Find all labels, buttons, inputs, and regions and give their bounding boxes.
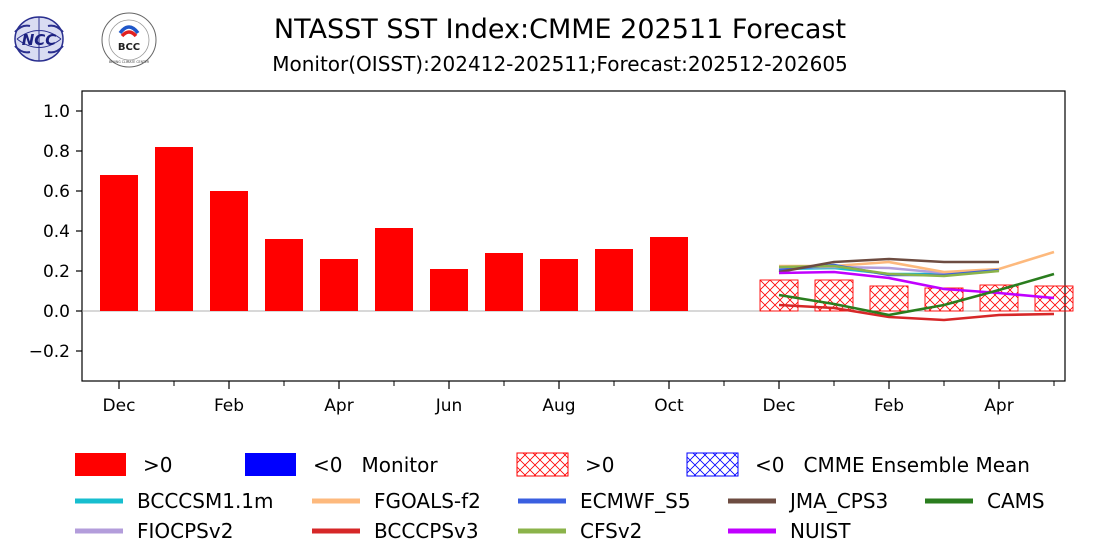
legend-patch-solid-negative bbox=[245, 453, 296, 476]
monitor-bar bbox=[430, 269, 468, 311]
monitor-bar bbox=[265, 239, 303, 311]
plot-area: −0.2 0.0 0.2 0.4 0.6 0.8 1.0 Dec Feb Apr Jun Aug Oct… bbox=[29, 90, 1074, 416]
ncc-logo: NCC bbox=[14, 16, 64, 62]
series-line-nuist bbox=[778, 270, 1055, 300]
x-tick-label: Jun bbox=[435, 396, 463, 416]
x-tick-label: Apr bbox=[324, 396, 353, 416]
series-line-cams bbox=[778, 272, 1055, 317]
x-tick-label: Aug bbox=[542, 396, 575, 416]
monitor-bar bbox=[650, 237, 688, 311]
legend-patch-solid-positive bbox=[75, 453, 126, 476]
y-tick-label: 0.2 bbox=[43, 262, 70, 282]
bcc-logo-ring-text: BEIJING CLIMATE CENTER bbox=[109, 60, 150, 64]
x-tick-label: Feb bbox=[874, 396, 904, 416]
ensemble-mean-bar bbox=[869, 285, 909, 312]
y-tick-label: 0.8 bbox=[43, 142, 70, 162]
monitor-bar bbox=[485, 253, 523, 311]
chart-title: NTASST SST Index:CMME 202511 Forecast bbox=[273, 14, 847, 45]
legend-patch-label: <0 Monitor bbox=[313, 453, 438, 477]
y-tick-label: 1.0 bbox=[43, 102, 70, 122]
legend-line-label: FIOCPSv2 bbox=[137, 519, 233, 543]
legend-line-label: BCCCSM1.1m bbox=[137, 489, 274, 513]
x-tick-label: Dec bbox=[103, 396, 136, 416]
legend-patch-hatch-negative bbox=[686, 452, 739, 477]
y-tick-label: 0.6 bbox=[43, 182, 70, 202]
chart-subtitle: Monitor(OISST):202412-202511;Forecast:20… bbox=[272, 52, 848, 76]
y-tick-label: 0.0 bbox=[43, 302, 70, 322]
legend-line-label: BCCCPSv3 bbox=[374, 519, 479, 543]
ensemble-mean-bar bbox=[979, 284, 1019, 312]
legend-patch-label: <0 CMME Ensemble Mean bbox=[755, 453, 1030, 477]
monitor-bar bbox=[375, 228, 413, 311]
legend-line-label: NUIST bbox=[790, 519, 851, 543]
monitor-bar bbox=[320, 259, 358, 311]
legend-patch-label: >0 bbox=[585, 453, 614, 477]
legend-line-label: CFSv2 bbox=[580, 519, 642, 543]
ncc-logo-text: NCC bbox=[22, 31, 57, 49]
monitor-bar bbox=[595, 249, 633, 311]
y-tick-label: 0.4 bbox=[43, 222, 70, 242]
monitor-bar bbox=[155, 147, 193, 311]
legend: >0 <0 Monitor >0 <0 CMME Ensemble Mean BCCCS… bbox=[75, 452, 1045, 543]
legend-line-label: ECMWF_S5 bbox=[580, 489, 691, 513]
monitor-bar bbox=[100, 175, 138, 311]
ensemble-mean-bar bbox=[1034, 285, 1074, 312]
y-tick-label: −0.2 bbox=[29, 342, 70, 362]
x-tick-label: Dec bbox=[763, 396, 796, 416]
legend-patch-label: >0 bbox=[143, 453, 172, 477]
bcc-logo-text: BCC bbox=[118, 42, 140, 53]
monitor-bar bbox=[210, 191, 248, 311]
series-line-jma-cps3 bbox=[778, 257, 999, 274]
series-line-bcccpsv3 bbox=[778, 303, 1055, 322]
x-tick-label: Feb bbox=[214, 396, 244, 416]
legend-line-label: JMA_CPS3 bbox=[788, 489, 888, 513]
x-tick-label: Apr bbox=[984, 396, 1013, 416]
monitor-bar bbox=[540, 259, 578, 311]
legend-line-label: CAMS bbox=[987, 489, 1045, 513]
bcc-logo: BCC BEIJING CLIMATE CENTER bbox=[101, 12, 157, 68]
legend-line-label: FGOALS-f2 bbox=[374, 489, 481, 513]
x-tick-label: Oct bbox=[654, 396, 684, 416]
plot-frame bbox=[81, 90, 1066, 382]
legend-patch-hatch-positive bbox=[516, 452, 569, 477]
